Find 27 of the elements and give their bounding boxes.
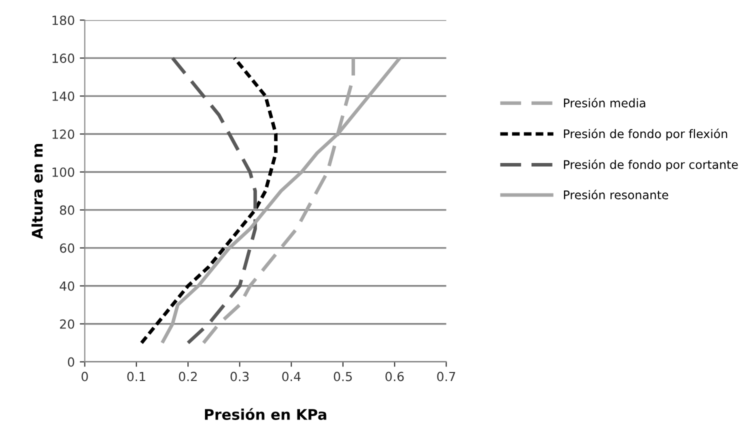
y-tick-label: 160 — [52, 54, 74, 63]
y-axis-title: Altura en m — [32, 144, 43, 240]
y-tick-label: 80 — [60, 205, 74, 215]
legend-label: Presión de fondo por flexión — [564, 128, 728, 141]
x-tick-label: 0.6 — [385, 372, 404, 382]
y-tick-label: 180 — [52, 16, 74, 26]
y-tick-label: 20 — [60, 319, 74, 329]
y-tick-label: 0 — [68, 357, 74, 367]
y-tick-label: 100 — [52, 167, 74, 177]
line-series — [170, 56, 257, 345]
y-tick-label: 120 — [52, 129, 74, 139]
x-axis-title: Presión en KPa — [204, 408, 326, 420]
line-series — [140, 56, 278, 345]
legend-label: Presión resonante — [564, 190, 668, 200]
y-tick-label: 140 — [52, 92, 74, 101]
y-tick-label: 60 — [60, 243, 74, 253]
x-tick-label: 0.1 — [127, 372, 146, 382]
x-tick-label: 0.5 — [334, 372, 352, 382]
y-tick-label: 40 — [60, 281, 74, 291]
x-tick-label: 0.3 — [230, 372, 249, 382]
x-tick-label: 0.2 — [178, 372, 197, 382]
legend-label: Presión media — [564, 98, 646, 108]
legend-label: Presión de fondo por cortante — [564, 159, 738, 172]
line-series — [160, 56, 402, 345]
x-tick-label: 0.7 — [437, 372, 456, 382]
x-tick-label: 0 — [82, 372, 88, 382]
x-tick-label: 0.4 — [282, 372, 301, 382]
